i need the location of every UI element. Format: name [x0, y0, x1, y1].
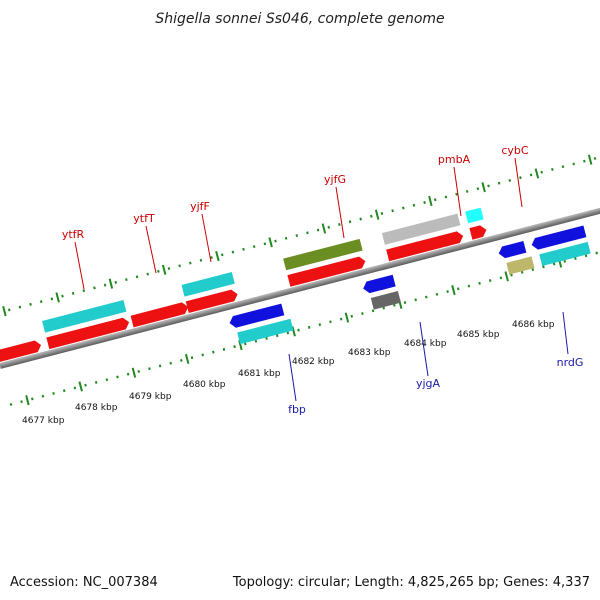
tick-label: 4682 kbp — [292, 357, 335, 367]
cds-arrow-reverse — [498, 240, 527, 259]
major-tick — [291, 326, 296, 337]
cds-arrow-reverse — [531, 225, 587, 250]
genome-backbone — [0, 205, 600, 369]
major-tick — [131, 367, 137, 378]
tick-label: 4681 kbp — [238, 369, 281, 379]
reverse-gene-labels: fbp yjgA nrdG — [288, 311, 584, 416]
cds-arrow — [386, 231, 464, 262]
genome-summary-text: Topology: circular; Length: 4,825,265 bp… — [232, 575, 590, 590]
feature-gray — [381, 213, 461, 245]
major-tick — [504, 271, 509, 282]
forward-feature-track — [42, 207, 484, 333]
tick-labels: 4677 kbp 4678 kbp 4679 kbp 4680 kbp 4681… — [22, 320, 555, 426]
map-title: Shigella sonnei Ss046, complete genome — [155, 11, 444, 27]
gene-label-ytfR: ytfR — [62, 228, 85, 241]
cds-arrow-reverse — [363, 274, 396, 294]
major-tick — [55, 292, 60, 303]
tick-label: 4685 kbp — [457, 330, 500, 340]
gene-label-pmbA: pmbA — [438, 153, 471, 166]
major-tick — [534, 168, 540, 179]
major-tick — [344, 312, 350, 323]
forward-cds-track — [0, 225, 487, 365]
gene-label-nrdG: nrdG — [557, 356, 584, 369]
major-tick — [108, 278, 114, 289]
feature-darkgray — [370, 290, 401, 310]
feature-cyan — [539, 241, 591, 267]
reverse-feature-track — [229, 225, 591, 345]
major-tick — [2, 306, 7, 317]
tick-label: 4680 kbp — [183, 380, 226, 390]
tick-label: 4683 kbp — [348, 348, 391, 358]
gene-label-ytfT: ytfT — [133, 212, 155, 225]
tick-label: 4686 kbp — [512, 320, 555, 330]
major-tick — [78, 381, 83, 392]
gene-label-cybC: cybC — [501, 144, 529, 157]
major-tick — [321, 223, 327, 234]
feature-cyan — [181, 271, 235, 297]
major-tick — [184, 353, 190, 364]
major-tick — [587, 154, 593, 165]
major-tick — [428, 195, 433, 207]
feature-cyan — [237, 318, 294, 345]
cds-arrow — [130, 302, 189, 328]
accession-text: Accession: NC_007384 — [10, 575, 158, 590]
major-tick — [481, 182, 486, 193]
cds-arrow-reverse — [229, 303, 285, 328]
gene-label-yjfG: yjfG — [324, 173, 346, 186]
tick-label: 4678 kbp — [75, 403, 118, 413]
tick-label: 4679 kbp — [129, 392, 172, 402]
tick-label: 4684 kbp — [404, 339, 447, 349]
major-tick — [161, 264, 167, 275]
major-tick — [268, 237, 273, 248]
tick-label: 4677 kbp — [22, 416, 65, 426]
feature-cyan — [465, 207, 484, 224]
cds-arrow — [0, 340, 42, 365]
cds-arrow — [469, 225, 487, 240]
major-tick — [215, 250, 220, 262]
feature-olive — [283, 238, 363, 271]
feature-khaki — [506, 256, 535, 275]
major-tick — [25, 395, 30, 406]
gene-label-fbp: fbp — [288, 403, 306, 416]
major-tick — [451, 284, 456, 296]
gene-label-yjgA: yjgA — [416, 377, 441, 390]
cds-arrow — [185, 289, 238, 314]
feature-cyan — [42, 299, 127, 333]
major-tick — [374, 209, 380, 220]
gene-label-yjfF: yjfF — [190, 200, 210, 213]
cds-arrow — [46, 317, 130, 350]
forward-gene-labels: ytfR ytfT yjfF yjfG pmbA cybC — [62, 144, 529, 290]
cds-arrow — [287, 256, 366, 287]
